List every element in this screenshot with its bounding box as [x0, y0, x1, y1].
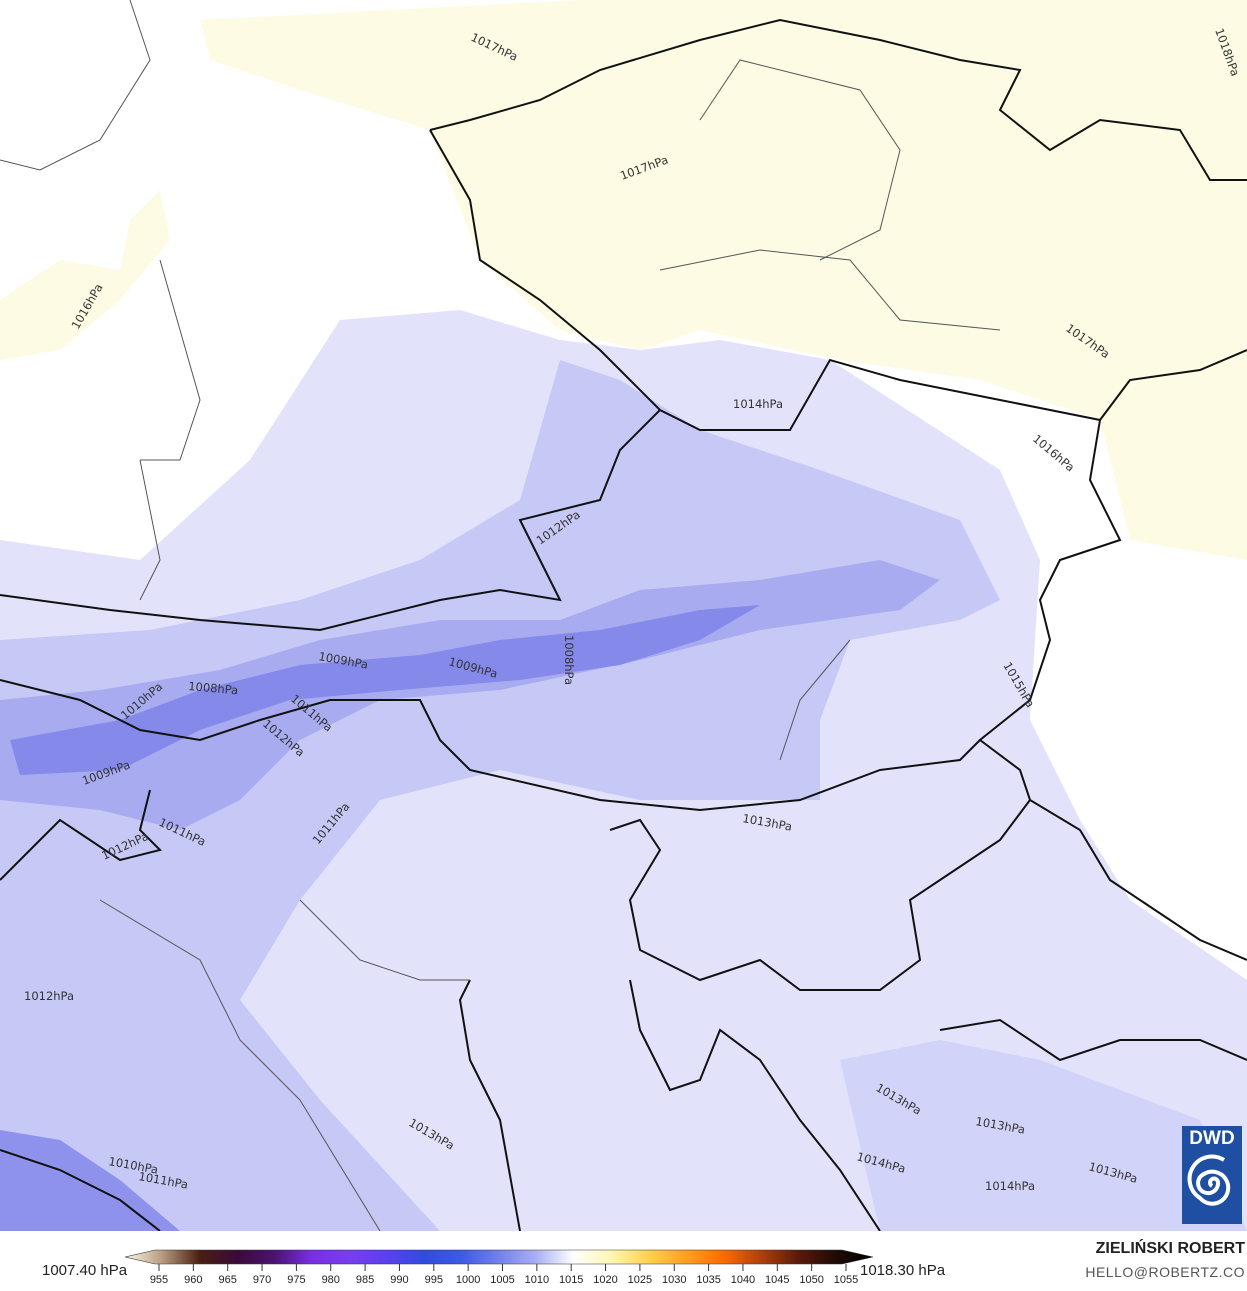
colorbar-tick-label: 980 — [322, 1274, 340, 1286]
colorbar-tick-label: 960 — [184, 1274, 202, 1286]
high-pressure-area-west — [0, 190, 170, 360]
contour-label: 1008hPa — [562, 635, 576, 685]
author-email[interactable]: HELLO@ROBERTZ.CO — [1085, 1264, 1245, 1280]
legend-min-label: 1007.40 hPa — [42, 1262, 128, 1279]
colorbar-tick-label: 955 — [150, 1274, 168, 1286]
colorbar-tick-label: 970 — [253, 1274, 271, 1286]
contour-label: 1008hPa — [188, 679, 239, 697]
colorbar-tick-label: 990 — [390, 1274, 408, 1286]
low-pressure-core — [0, 360, 1000, 1231]
colorbar-tick-label: 1030 — [662, 1274, 686, 1286]
colorbar-tick-label: 1035 — [696, 1274, 720, 1286]
colorbar-tick-label: 1040 — [731, 1274, 755, 1286]
colorbar-tick-label: 975 — [287, 1274, 305, 1286]
colorbar-tick-label: 965 — [219, 1274, 237, 1286]
colorbar-tick-label: 1015 — [559, 1274, 583, 1286]
colorbar: 955 960 965 970 975 980 985 990 995 1000 1005 1010 1… — [124, 1249, 874, 1286]
colorbar-tick-label: 1000 — [456, 1274, 480, 1286]
high-pressure-area — [200, 0, 1247, 560]
south-west-low — [0, 1130, 180, 1231]
legend-max-label: 1018.30 hPa — [860, 1262, 946, 1279]
colorbar-tick-label: 1020 — [593, 1274, 617, 1286]
spiral-icon — [1187, 1154, 1231, 1206]
low-pressure-core-se — [840, 1040, 1247, 1231]
colorbar-gradient — [124, 1249, 874, 1265]
colorbar-tick-label: 1025 — [628, 1274, 652, 1286]
country-borders — [0, 18, 1247, 1231]
colorbar-tick-label: 995 — [425, 1274, 443, 1286]
pressure-map: 1017hPa 1018hPa1017hPa1016hPa1017hPa1014h… — [0, 0, 1247, 1231]
color-legend: 955 960 965 970 975 980 985 990 995 1000 1005 1010 1… — [0, 1231, 1247, 1287]
dwd-logo-text: DWD — [1189, 1128, 1235, 1149]
dwd-logo: DWD — [1182, 1126, 1242, 1224]
colorbar-tick-label: 1050 — [799, 1274, 823, 1286]
colorbar-tick-label: 1055 — [834, 1274, 858, 1286]
colorbar-tick-label: 1005 — [490, 1274, 514, 1286]
alpine-trough-core — [10, 605, 760, 775]
contour-label: 1014hPa — [733, 397, 783, 411]
region-borders — [0, 0, 1001, 1231]
author-credit: ZIELIŃSKI ROBERT — [1095, 1240, 1245, 1257]
contour-label: 1014hPa — [985, 1179, 1035, 1193]
colorbar-tick-label: 1045 — [765, 1274, 789, 1286]
contour-label: 1012hPa — [24, 989, 74, 1003]
colorbar-tick-label: 1010 — [525, 1274, 549, 1286]
colorbar-tick-label: 985 — [356, 1274, 374, 1286]
